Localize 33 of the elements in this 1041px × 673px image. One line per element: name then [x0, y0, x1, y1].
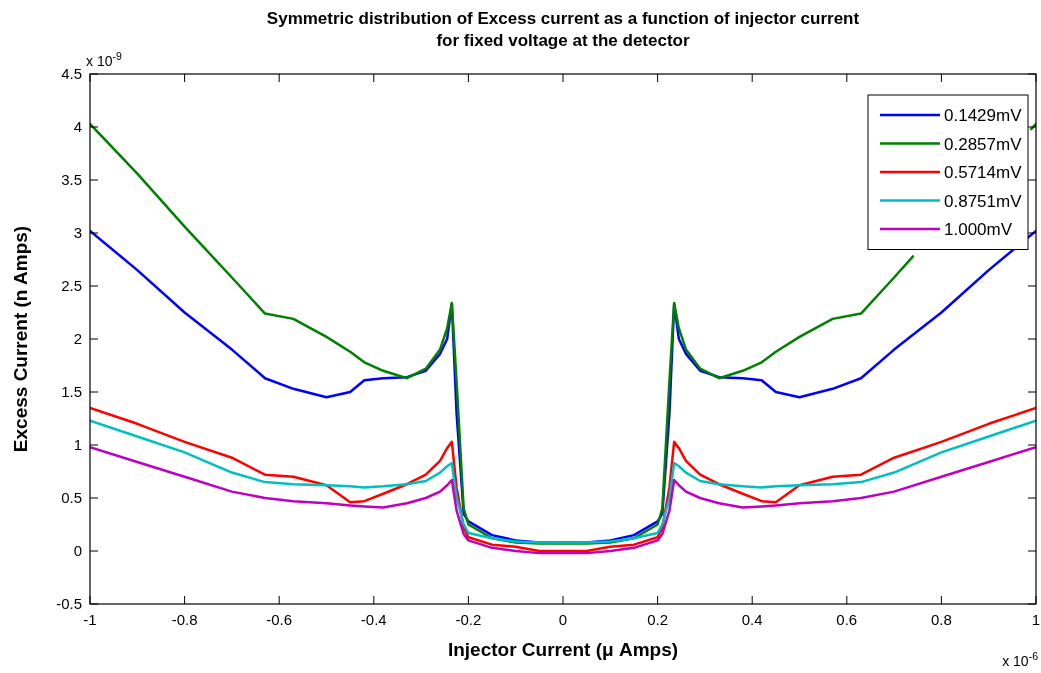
x-tick-label: -0.4 [360, 611, 387, 628]
x-tick-label: 0 [558, 611, 568, 628]
x-tick-label: -0.6 [266, 611, 293, 628]
x-tick-label: -0.8 [171, 611, 198, 628]
y-tick-label: 2.5 [61, 277, 82, 294]
x-tick-label: -0.2 [455, 611, 482, 628]
x-axis-title: Injector Current (μ Amps) [447, 639, 679, 660]
y-tick-label: 0.5 [61, 489, 82, 506]
y-tick-label: 4 [73, 118, 82, 135]
x-tick-label: 0.8 [930, 611, 952, 628]
y-tick-label: -0.5 [56, 595, 82, 612]
y-tick-label: 4.5 [61, 65, 82, 82]
y-tick-label: 3 [73, 224, 82, 241]
x-tick-label: 0.6 [836, 611, 858, 628]
legend-label: 0.5714mV [944, 163, 1023, 182]
text: x 10$^{-9}$ [86, 50, 122, 69]
legend-label: 0.2857mV [944, 134, 1023, 154]
y-tick-label: 2 [73, 330, 82, 347]
legend-label: 0.8751mV [944, 191, 1023, 211]
y-tick-label: 3.5 [61, 171, 82, 188]
x-tick-label: 1 [1031, 611, 1041, 628]
y-tick-label: 1.5 [61, 383, 82, 400]
text: x 10$^{-6}$ [1002, 650, 1039, 669]
x-tick-label: -1 [83, 611, 97, 628]
chart-title: Symmetric distribution of Excess current as a function of injector current for fixed voltage at the detector [266, 9, 860, 50]
x-tick-label: 0.4 [741, 611, 763, 628]
x-tick-label: 0.2 [647, 611, 669, 628]
y-axis-title: Excess Current (n Amps) [10, 225, 31, 453]
legend-label: 1.000mV [944, 220, 1013, 239]
line-series [90, 445, 1036, 555]
legend-label: 0.1429mV [944, 106, 1023, 125]
y-tick-label: 0 [73, 542, 82, 559]
y-tick-label: 1 [73, 436, 82, 453]
